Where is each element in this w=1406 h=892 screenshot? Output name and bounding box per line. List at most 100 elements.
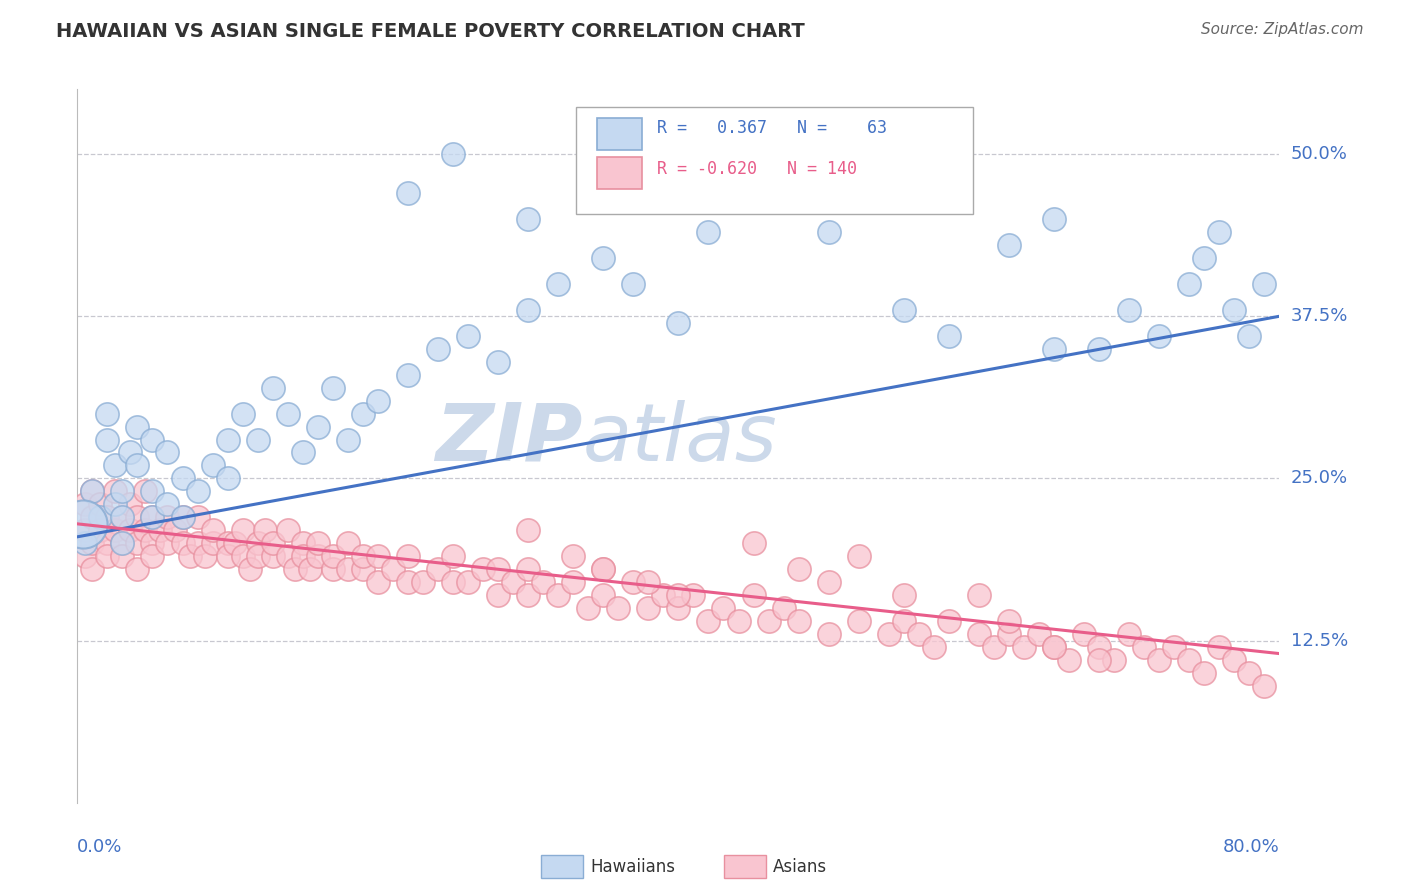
Point <box>502 575 524 590</box>
Point <box>441 575 464 590</box>
Point <box>637 575 659 590</box>
Point <box>82 484 104 499</box>
Point <box>1088 342 1111 356</box>
Point <box>817 575 839 590</box>
Point <box>217 536 239 550</box>
Point <box>277 407 299 421</box>
Point <box>1223 302 1246 317</box>
Point <box>1043 640 1066 654</box>
Point <box>1043 211 1066 226</box>
Point <box>787 614 810 628</box>
Point <box>322 381 344 395</box>
Point <box>592 562 614 576</box>
Point <box>1178 653 1201 667</box>
Point <box>89 510 111 524</box>
Point <box>141 510 163 524</box>
Point <box>517 211 540 226</box>
Point <box>352 549 374 564</box>
Point <box>82 510 104 524</box>
Point <box>697 225 720 239</box>
Point <box>127 510 149 524</box>
Point <box>1043 342 1066 356</box>
Point <box>1088 653 1111 667</box>
Point <box>517 588 540 602</box>
Point <box>118 497 141 511</box>
Point <box>336 433 359 447</box>
Point <box>668 316 690 330</box>
Point <box>111 510 134 524</box>
Point <box>848 549 870 564</box>
Point <box>352 562 374 576</box>
Point <box>517 562 540 576</box>
Text: R =   0.367   N =    63: R = 0.367 N = 63 <box>657 120 887 137</box>
Text: 12.5%: 12.5% <box>1291 632 1348 649</box>
Point <box>893 302 915 317</box>
Point <box>246 433 269 447</box>
Point <box>367 393 389 408</box>
Point <box>848 614 870 628</box>
Point <box>104 524 127 538</box>
Point <box>262 381 284 395</box>
Point <box>893 614 915 628</box>
Point <box>1118 302 1140 317</box>
Point <box>486 562 509 576</box>
Point <box>111 549 134 564</box>
Point <box>877 627 900 641</box>
Point <box>307 549 329 564</box>
Point <box>96 549 118 564</box>
Point <box>322 549 344 564</box>
Point <box>1208 640 1230 654</box>
Point <box>277 549 299 564</box>
Point <box>607 601 630 615</box>
Point <box>817 225 839 239</box>
Point <box>96 536 118 550</box>
Point <box>547 588 569 602</box>
Point <box>486 588 509 602</box>
Point <box>156 510 179 524</box>
Point <box>938 328 960 343</box>
Point <box>713 601 735 615</box>
Point <box>172 536 194 550</box>
Point <box>73 497 96 511</box>
Point <box>1149 653 1171 667</box>
Point <box>1194 251 1216 265</box>
Point <box>1239 328 1261 343</box>
Point <box>82 536 104 550</box>
Point <box>111 484 134 499</box>
Point <box>427 342 450 356</box>
Point <box>412 575 434 590</box>
Point <box>254 524 277 538</box>
Point <box>772 601 794 615</box>
Text: 50.0%: 50.0% <box>1291 145 1347 163</box>
Point <box>232 407 254 421</box>
Point <box>111 510 134 524</box>
Point <box>82 562 104 576</box>
Point <box>149 524 172 538</box>
Point <box>291 549 314 564</box>
Point <box>141 549 163 564</box>
Point <box>156 445 179 459</box>
Point <box>73 549 96 564</box>
Point <box>742 186 765 200</box>
Point <box>1163 640 1185 654</box>
Point <box>127 536 149 550</box>
Point <box>73 524 96 538</box>
Text: Hawaiians: Hawaiians <box>591 858 675 876</box>
Point <box>156 536 179 550</box>
Point <box>239 562 262 576</box>
Point <box>1073 627 1095 641</box>
Point <box>472 562 495 576</box>
Point <box>396 575 419 590</box>
Point <box>592 562 614 576</box>
Point <box>652 588 675 602</box>
Point <box>517 302 540 317</box>
Point <box>457 328 479 343</box>
Point <box>299 562 322 576</box>
Point <box>637 601 659 615</box>
Point <box>89 497 111 511</box>
Point <box>186 510 209 524</box>
Point <box>562 549 585 564</box>
Point <box>156 497 179 511</box>
Point <box>668 588 690 602</box>
Point <box>89 524 111 538</box>
